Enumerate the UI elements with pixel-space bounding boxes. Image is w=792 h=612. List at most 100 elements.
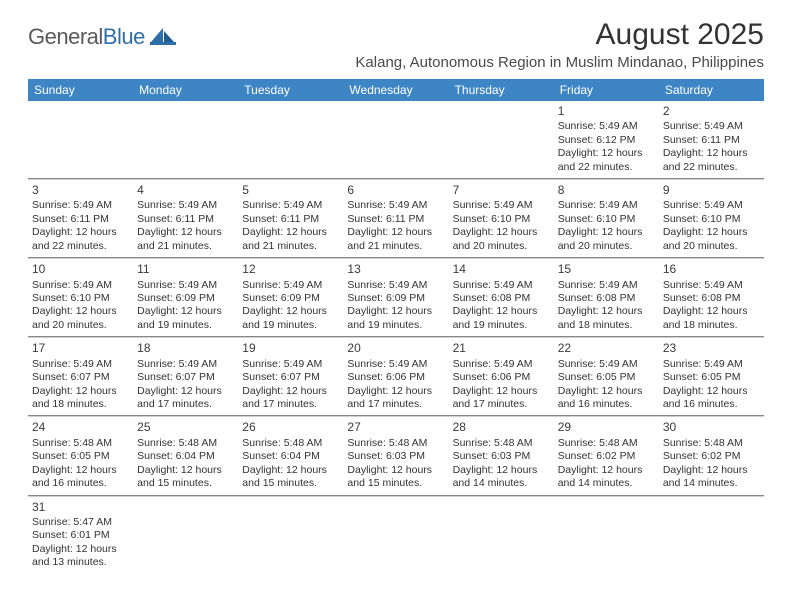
day-header: Saturday xyxy=(659,79,764,101)
calendar-empty-cell xyxy=(343,101,448,178)
sunrise-text: Sunrise: 5:49 AM xyxy=(32,279,129,292)
calendar-empty-cell xyxy=(449,101,554,178)
calendar-day-cell: 23Sunrise: 5:49 AMSunset: 6:05 PMDayligh… xyxy=(659,337,764,415)
calendar-empty-cell xyxy=(343,496,448,574)
day-header: Tuesday xyxy=(238,79,343,101)
daylight-text: and 15 minutes. xyxy=(137,477,234,490)
day-header: Thursday xyxy=(449,79,554,101)
daylight-text: and 16 minutes. xyxy=(32,477,129,490)
sunrise-text: Sunrise: 5:49 AM xyxy=(663,279,760,292)
sunrise-text: Sunrise: 5:49 AM xyxy=(558,199,655,212)
daylight-text: Daylight: 12 hours xyxy=(32,226,129,239)
sunset-text: Sunset: 6:11 PM xyxy=(663,134,760,147)
daylight-text: and 18 minutes. xyxy=(663,319,760,332)
day-number: 17 xyxy=(32,341,129,356)
sunset-text: Sunset: 6:06 PM xyxy=(347,371,444,384)
daylight-text: Daylight: 12 hours xyxy=(347,385,444,398)
daylight-text: Daylight: 12 hours xyxy=(558,226,655,239)
day-number: 4 xyxy=(137,183,234,198)
sunrise-text: Sunrise: 5:49 AM xyxy=(242,199,339,212)
day-number: 14 xyxy=(453,262,550,277)
calendar-day-cell: 27Sunrise: 5:48 AMSunset: 6:03 PMDayligh… xyxy=(343,416,448,494)
daylight-text: and 14 minutes. xyxy=(663,477,760,490)
daylight-text: and 17 minutes. xyxy=(242,398,339,411)
sunset-text: Sunset: 6:05 PM xyxy=(32,450,129,463)
sunset-text: Sunset: 6:02 PM xyxy=(558,450,655,463)
calendar-empty-cell xyxy=(659,496,764,574)
calendar-day-cell: 14Sunrise: 5:49 AMSunset: 6:08 PMDayligh… xyxy=(449,258,554,336)
calendar-day-cell: 30Sunrise: 5:48 AMSunset: 6:02 PMDayligh… xyxy=(659,416,764,494)
day-number: 26 xyxy=(242,420,339,435)
daylight-text: Daylight: 12 hours xyxy=(32,305,129,318)
day-number: 12 xyxy=(242,262,339,277)
calendar-day-cell: 21Sunrise: 5:49 AMSunset: 6:06 PMDayligh… xyxy=(449,337,554,415)
calendar-day-cell: 24Sunrise: 5:48 AMSunset: 6:05 PMDayligh… xyxy=(28,416,133,494)
calendar-day-cell: 17Sunrise: 5:49 AMSunset: 6:07 PMDayligh… xyxy=(28,337,133,415)
day-number: 27 xyxy=(347,420,444,435)
daylight-text: and 19 minutes. xyxy=(137,319,234,332)
daylight-text: and 21 minutes. xyxy=(137,240,234,253)
calendar-day-cell: 16Sunrise: 5:49 AMSunset: 6:08 PMDayligh… xyxy=(659,258,764,336)
calendar-day-cell: 25Sunrise: 5:48 AMSunset: 6:04 PMDayligh… xyxy=(133,416,238,494)
calendar-day-cell: 13Sunrise: 5:49 AMSunset: 6:09 PMDayligh… xyxy=(343,258,448,336)
calendar-day-cell: 1Sunrise: 5:49 AMSunset: 6:12 PMDaylight… xyxy=(554,101,659,178)
daylight-text: and 18 minutes. xyxy=(558,319,655,332)
sunrise-text: Sunrise: 5:49 AM xyxy=(32,199,129,212)
calendar-day-cell: 31Sunrise: 5:47 AMSunset: 6:01 PMDayligh… xyxy=(28,496,133,574)
daylight-text: Daylight: 12 hours xyxy=(347,226,444,239)
daylight-text: and 17 minutes. xyxy=(347,398,444,411)
daylight-text: Daylight: 12 hours xyxy=(558,305,655,318)
calendar-grid: Sunday Monday Tuesday Wednesday Thursday… xyxy=(28,79,764,574)
sunset-text: Sunset: 6:11 PM xyxy=(137,213,234,226)
daylight-text: and 21 minutes. xyxy=(242,240,339,253)
daylight-text: Daylight: 12 hours xyxy=(242,305,339,318)
sunset-text: Sunset: 6:07 PM xyxy=(32,371,129,384)
daylight-text: Daylight: 12 hours xyxy=(347,305,444,318)
sunrise-text: Sunrise: 5:49 AM xyxy=(663,120,760,133)
daylight-text: and 22 minutes. xyxy=(32,240,129,253)
daylight-text: and 16 minutes. xyxy=(558,398,655,411)
calendar-day-cell: 10Sunrise: 5:49 AMSunset: 6:10 PMDayligh… xyxy=(28,258,133,336)
daylight-text: Daylight: 12 hours xyxy=(663,147,760,160)
daylight-text: and 15 minutes. xyxy=(242,477,339,490)
daylight-text: and 13 minutes. xyxy=(32,556,129,569)
calendar-header-row: Sunday Monday Tuesday Wednesday Thursday… xyxy=(28,79,764,101)
daylight-text: Daylight: 12 hours xyxy=(663,226,760,239)
calendar-row: 10Sunrise: 5:49 AMSunset: 6:10 PMDayligh… xyxy=(28,258,764,337)
sunrise-text: Sunrise: 5:49 AM xyxy=(558,279,655,292)
daylight-text: Daylight: 12 hours xyxy=(558,385,655,398)
sunset-text: Sunset: 6:09 PM xyxy=(347,292,444,305)
daylight-text: and 19 minutes. xyxy=(347,319,444,332)
daylight-text: Daylight: 12 hours xyxy=(453,226,550,239)
sunset-text: Sunset: 6:10 PM xyxy=(558,213,655,226)
daylight-text: Daylight: 12 hours xyxy=(137,226,234,239)
day-number: 18 xyxy=(137,341,234,356)
calendar-empty-cell xyxy=(28,101,133,178)
sunset-text: Sunset: 6:10 PM xyxy=(663,213,760,226)
daylight-text: and 20 minutes. xyxy=(32,319,129,332)
sunrise-text: Sunrise: 5:49 AM xyxy=(242,279,339,292)
sunrise-text: Sunrise: 5:48 AM xyxy=(453,437,550,450)
day-number: 25 xyxy=(137,420,234,435)
calendar-day-cell: 3Sunrise: 5:49 AMSunset: 6:11 PMDaylight… xyxy=(28,179,133,257)
daylight-text: and 14 minutes. xyxy=(558,477,655,490)
sunset-text: Sunset: 6:07 PM xyxy=(242,371,339,384)
calendar-empty-cell xyxy=(133,496,238,574)
sunrise-text: Sunrise: 5:49 AM xyxy=(347,199,444,212)
calendar-day-cell: 2Sunrise: 5:49 AMSunset: 6:11 PMDaylight… xyxy=(659,101,764,178)
sunset-text: Sunset: 6:11 PM xyxy=(347,213,444,226)
daylight-text: Daylight: 12 hours xyxy=(242,226,339,239)
sunset-text: Sunset: 6:09 PM xyxy=(137,292,234,305)
day-number: 11 xyxy=(137,262,234,277)
daylight-text: and 15 minutes. xyxy=(347,477,444,490)
day-number: 8 xyxy=(558,183,655,198)
day-header: Wednesday xyxy=(343,79,448,101)
daylight-text: and 20 minutes. xyxy=(558,240,655,253)
daylight-text: Daylight: 12 hours xyxy=(558,464,655,477)
calendar-empty-cell xyxy=(133,101,238,178)
sunset-text: Sunset: 6:02 PM xyxy=(663,450,760,463)
sunset-text: Sunset: 6:08 PM xyxy=(558,292,655,305)
day-number: 22 xyxy=(558,341,655,356)
sunrise-text: Sunrise: 5:49 AM xyxy=(137,199,234,212)
sunrise-text: Sunrise: 5:49 AM xyxy=(32,358,129,371)
